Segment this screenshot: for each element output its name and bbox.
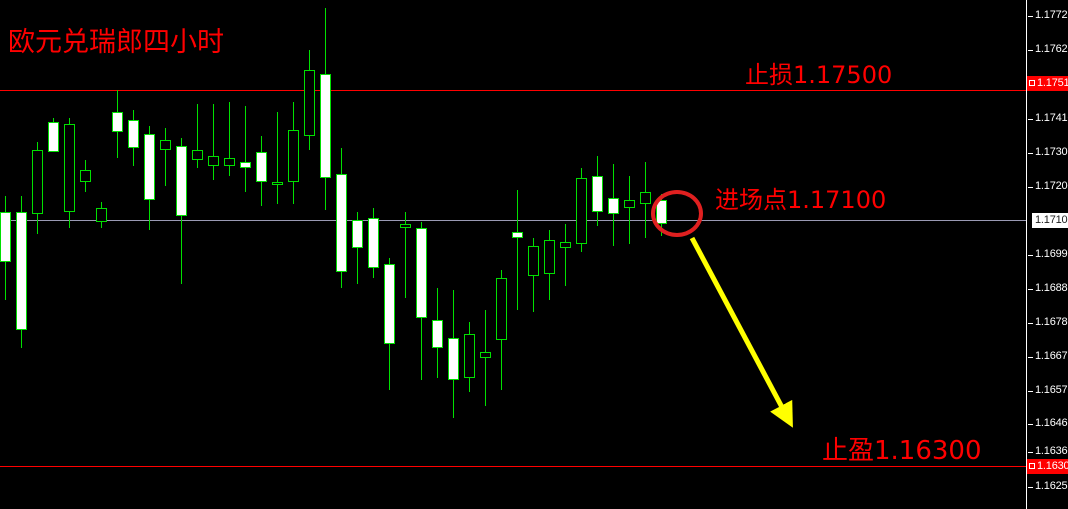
axis-tick-label: 1.17725: [1035, 9, 1068, 21]
candle-body: [608, 198, 619, 214]
take-profit-line: [0, 466, 1026, 467]
candle-wick: [629, 176, 630, 244]
current-price-tag: 1.16303: [1027, 459, 1068, 474]
candle-body: [112, 112, 123, 132]
candle-body: [48, 122, 59, 152]
candle-body: [352, 220, 363, 248]
axis-tick-label: 1.16255: [1035, 480, 1068, 492]
candle-wick: [357, 212, 358, 284]
candle-wick: [245, 106, 246, 192]
price-tag-marker: [1029, 80, 1035, 86]
candle-body: [96, 208, 107, 222]
axis-tick-label: 1.16780: [1035, 316, 1068, 328]
candle-body: [240, 162, 251, 168]
entry-price-line: [0, 220, 1026, 221]
axis-tick-label: 1.17305: [1035, 146, 1068, 158]
entry-point-label: 进场点1.17100: [715, 186, 887, 214]
candle-wick: [165, 128, 166, 186]
axis-tick-label: 1.16360: [1035, 445, 1068, 457]
candle-body: [432, 320, 443, 348]
candle-wick: [277, 112, 278, 204]
candle-body: [336, 174, 347, 272]
candle-body: [496, 278, 507, 340]
axis-tick-dash: [1028, 391, 1033, 392]
candle-body: [16, 212, 27, 330]
candle-body: [272, 182, 283, 185]
chart-title: 欧元兑瑞郎四小时: [8, 27, 224, 58]
candle-body: [144, 134, 155, 200]
candle-body: [160, 140, 171, 150]
candle-body: [528, 246, 539, 276]
axis-tick-dash: [1028, 323, 1033, 324]
candle-body: [464, 334, 475, 378]
axis-tick-dash: [1028, 187, 1033, 188]
candle-wick: [485, 310, 486, 406]
candle-wick: [197, 104, 198, 168]
candle-body: [208, 156, 219, 166]
axis-tick-dash: [1028, 487, 1033, 488]
axis-tick-dash: [1028, 424, 1033, 425]
candle-body: [560, 242, 571, 248]
axis-tick-dash: [1028, 16, 1033, 17]
axis-tick-dash: [1028, 255, 1033, 256]
candle-body: [400, 224, 411, 228]
price-axis[interactable]: 1.17725 1.17620 1.17410 1.17305 1.17200 1.169…: [1026, 0, 1068, 509]
axis-tick-label: 1.17200: [1035, 180, 1068, 192]
axis-tick-label: 1.16465: [1035, 417, 1068, 429]
candle-body: [592, 176, 603, 212]
candle-body: [288, 130, 299, 182]
candle-body: [576, 178, 587, 244]
axis-tick-dash: [1028, 153, 1033, 154]
stop-loss-line: [0, 90, 1026, 91]
axis-tick-label: 1.16570: [1035, 384, 1068, 396]
candle-body: [624, 200, 635, 208]
candle-wick: [405, 212, 406, 298]
axis-tick-label: 1.17620: [1035, 43, 1068, 55]
candle-wick: [565, 224, 566, 286]
candle-wick: [517, 190, 518, 310]
candle-body: [320, 74, 331, 178]
candle-body: [128, 120, 139, 148]
candle-wick: [229, 102, 230, 176]
candle-body: [192, 150, 203, 160]
chart-plot-area[interactable]: 欧元兑瑞郎四小时 止损1.17500 进场点1.17100 止盈1.16300: [0, 0, 1026, 509]
candle-body: [368, 218, 379, 268]
candle-body: [32, 150, 43, 214]
candle-body: [0, 212, 11, 262]
candle-body: [544, 240, 555, 274]
price-tag-value: 1.16303: [1037, 460, 1068, 472]
candle-body: [64, 124, 75, 212]
candle-body: [256, 152, 267, 182]
candle-body: [480, 352, 491, 358]
candle-body: [304, 70, 315, 136]
stop-loss-label: 止损1.17500: [745, 61, 893, 89]
candle-body: [176, 146, 187, 216]
entry-highlight-ellipse: [651, 190, 703, 237]
candle-body: [384, 264, 395, 344]
candle-body: [416, 228, 427, 318]
axis-tick-label: 1.17410: [1035, 112, 1068, 124]
axis-tick-dash: [1028, 452, 1033, 453]
candle-body: [224, 158, 235, 166]
candle-body: [80, 170, 91, 182]
axis-tick-dash: [1028, 119, 1033, 120]
candle-body: [448, 338, 459, 380]
axis-tick-label: 1.16990: [1035, 248, 1068, 260]
axis-tick-label: 1.16885: [1035, 282, 1068, 294]
candle-body: [512, 232, 523, 238]
axis-tick-dash: [1028, 50, 1033, 51]
price-tag-marker: [1029, 463, 1035, 469]
axis-tick-dash: [1028, 289, 1033, 290]
axis-tick-label: 1.16675: [1035, 350, 1068, 362]
axis-tick-dash: [1028, 357, 1033, 358]
candle-wick: [213, 104, 214, 180]
take-profit-label: 止盈1.16300: [822, 436, 982, 466]
candle-body: [640, 192, 651, 204]
